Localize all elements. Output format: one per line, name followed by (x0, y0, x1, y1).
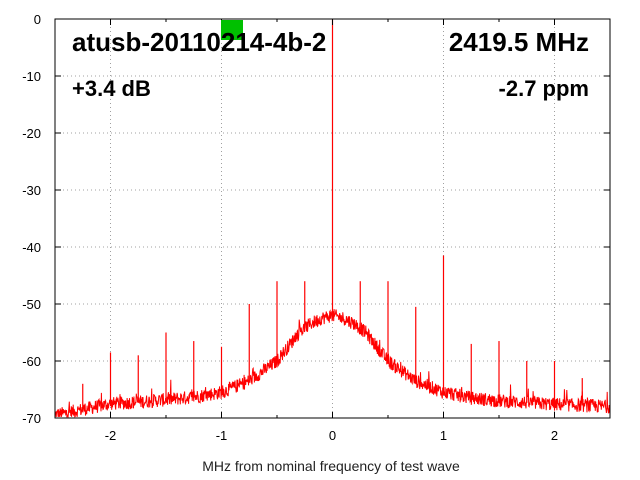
y-tick-label: -20 (22, 126, 41, 141)
y-tick-labels: 0 -10 -20 -30 -40 -50 -60 -70 (22, 12, 41, 426)
x-axis-label: MHz from nominal frequency of test wave (202, 458, 460, 474)
y-tick-label: -70 (22, 411, 41, 426)
y-tick-label: -30 (22, 183, 41, 198)
frequency-annotation: 2419.5 MHz (448, 27, 589, 57)
x-tick-label: 1 (440, 428, 447, 443)
ppm-annotation: -2.7 ppm (498, 76, 589, 101)
device-name-annotation: atusb-20110214-4b-2 (72, 27, 327, 57)
y-tick-label: -10 (22, 69, 41, 84)
noise-floor-trace (54, 309, 611, 419)
y-tick-label: -40 (22, 240, 41, 255)
x-tick-label: 0 (329, 428, 336, 443)
status-indicator (221, 20, 243, 40)
x-tick-labels: -2 -1 0 1 2 (105, 428, 558, 443)
axis-ticks (54, 18, 611, 419)
spectrum-series (54, 19, 611, 419)
gain-annotation: +3.4 dB (72, 76, 151, 101)
x-tick-label: 2 (551, 428, 558, 443)
x-tick-label: -2 (105, 428, 117, 443)
y-tick-label: 0 (34, 12, 41, 27)
x-tick-label: -1 (216, 428, 228, 443)
y-tick-label: -50 (22, 297, 41, 312)
y-tick-label: -60 (22, 354, 41, 369)
